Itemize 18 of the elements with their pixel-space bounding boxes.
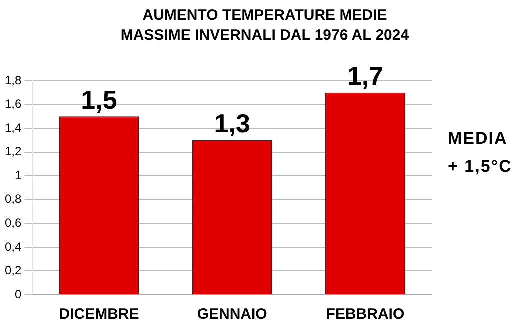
data-label: 1,5 bbox=[81, 84, 118, 115]
y-tick-label: 1,6 bbox=[4, 97, 22, 112]
y-tick-label: 0,6 bbox=[4, 216, 22, 230]
data-label: 1,3 bbox=[214, 108, 250, 139]
y-tick-label: 1,8 bbox=[4, 73, 22, 88]
y-tick-label: 1 bbox=[14, 168, 22, 182]
data-label: 1,7 bbox=[347, 61, 384, 92]
x-tick-label: GENNAIO bbox=[197, 306, 268, 324]
y-tick-label: 1,4 bbox=[4, 120, 22, 135]
x-tick-label: FEBBRAIO bbox=[326, 306, 405, 324]
chart-title: AUMENTO TEMPERATURE MEDIE MASSIME INVERNALI DAL 1976 AL 2024 bbox=[120, 6, 410, 46]
y-tick-label: 0,4 bbox=[4, 240, 22, 254]
y-tick-label: 1,2 bbox=[4, 144, 22, 159]
x-tick-label: DICEMBRE bbox=[59, 306, 140, 324]
text: MEDIA + 1,5°C bbox=[448, 128, 514, 178]
y-tick-label: 0,2 bbox=[4, 264, 22, 278]
y-tick-label: 0 bbox=[14, 287, 22, 302]
y-tick-label: 0,8 bbox=[4, 192, 22, 206]
